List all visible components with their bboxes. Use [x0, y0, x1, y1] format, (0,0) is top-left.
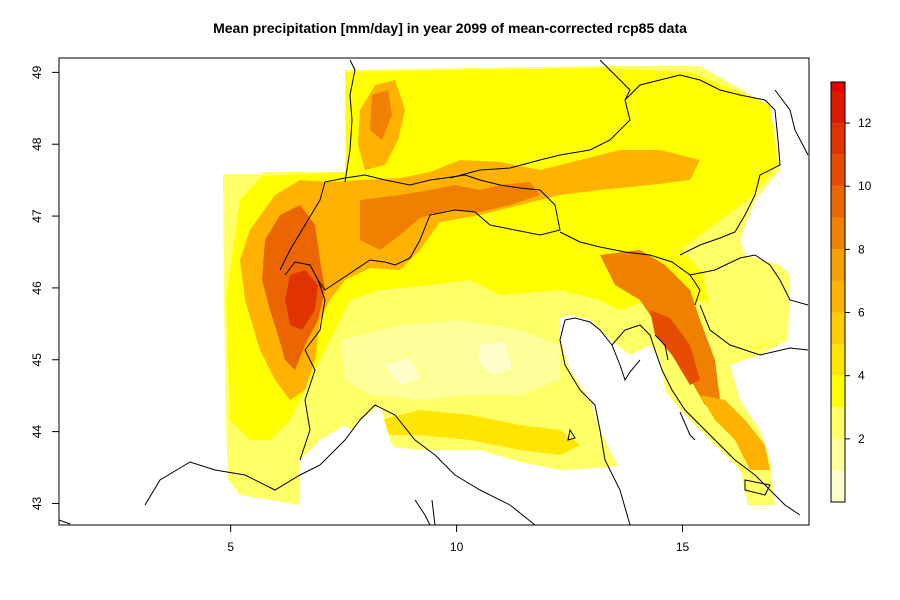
colorbar-bin — [831, 312, 845, 345]
border-east-edge — [774, 89, 809, 156]
apennines-region — [380, 410, 580, 455]
border-rhone — [414, 499, 436, 525]
colorbar-bin — [831, 470, 845, 502]
colorbar-bin — [831, 249, 845, 281]
pannonian-low-region — [700, 258, 785, 348]
x-axis: 5 10 15 — [227, 525, 689, 554]
istria-outline — [611, 344, 641, 382]
colorbar-bin — [831, 123, 845, 155]
corsica-north — [59, 519, 71, 525]
colorbar-bin — [831, 82, 845, 92]
border-switzerland — [279, 174, 561, 291]
y-tick-label: 47 — [30, 209, 44, 223]
x-tick-label: 15 — [676, 540, 690, 554]
border-italy-austria — [559, 231, 701, 306]
mediterranean-sea-region — [59, 440, 226, 525]
chart-title: Mean precipitation [mm/day] in year 2099… — [213, 20, 687, 36]
central-alps-region — [360, 182, 540, 250]
croatian-islands — [567, 334, 771, 496]
colorbar-tick-label: 10 — [858, 179, 872, 193]
border-croatia-bih — [699, 304, 809, 356]
border-slovenia-croatia — [689, 254, 809, 306]
border-france-italy — [284, 261, 326, 461]
colorbar-bin — [831, 280, 845, 313]
borders — [59, 59, 809, 525]
x-tick-label: 5 — [227, 540, 234, 554]
colorbar-bin — [831, 186, 845, 218]
y-tick-label: 44 — [30, 425, 44, 439]
western-alps-core-region — [285, 270, 318, 330]
ligurian-sea-region — [300, 405, 440, 525]
colorbar-bin — [831, 407, 845, 439]
po-plain-min-region — [385, 342, 512, 385]
colorbar-bin — [831, 438, 845, 471]
coastline-ligurian — [144, 404, 536, 525]
y-tick-label: 45 — [30, 353, 44, 367]
dinaric-coast-region — [700, 395, 770, 470]
colorbar-bin — [831, 91, 845, 124]
colorbar-bin — [831, 217, 845, 250]
colorbar-legend: 2 4 6 8 10 12 — [830, 81, 872, 503]
black-forest-core-region — [370, 90, 392, 140]
y-tick-label: 46 — [30, 281, 44, 295]
border-austria-germany — [449, 74, 781, 256]
alps-arc-region — [240, 150, 700, 400]
colorbar-bin — [831, 375, 845, 408]
y-tick-label: 48 — [30, 137, 44, 151]
y-tick-label: 43 — [30, 496, 44, 510]
colorbar-frame — [830, 81, 846, 503]
border-germany-czech — [599, 59, 631, 101]
coastline-adriatic — [564, 317, 801, 516]
colorbar-bin — [831, 344, 845, 376]
colorbar-tick-label: 12 — [858, 116, 872, 130]
po-plain-low-region — [340, 320, 560, 400]
border-rhine — [344, 59, 356, 183]
colorbar-tick-label: 2 — [858, 432, 865, 446]
colorbar-bin — [831, 154, 845, 187]
adriatic-sea-region — [560, 315, 760, 525]
colorbar-tick-label: 4 — [858, 369, 865, 383]
y-tick-label: 49 — [30, 65, 44, 79]
y-axis: 43 44 45 46 47 48 49 — [30, 65, 59, 510]
colorbar-tick-label: 6 — [858, 306, 865, 320]
colorbar-tick-label: 8 — [858, 242, 865, 256]
julian-alps-core-region — [650, 310, 700, 385]
sea-areas — [59, 315, 760, 525]
x-tick-label: 10 — [450, 540, 464, 554]
plot-frame — [58, 57, 810, 526]
coastline-west-adriatic — [559, 319, 631, 525]
